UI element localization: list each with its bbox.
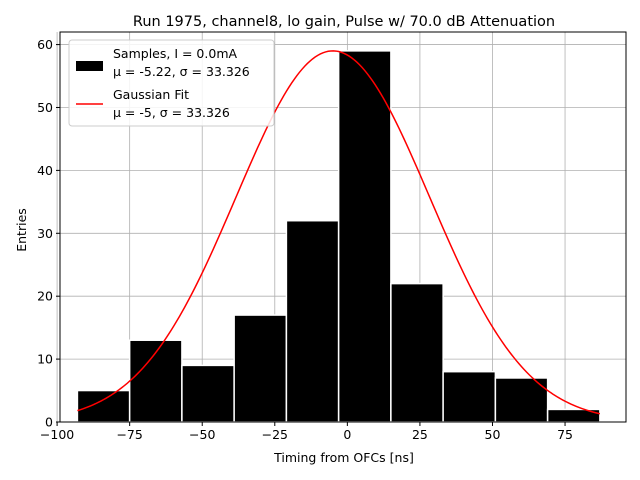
y-tick-label: 40: [37, 163, 53, 178]
legend-box: [68, 39, 275, 127]
histogram-bar: [337, 50, 392, 423]
x-tick-label: 75: [557, 427, 573, 442]
x-axis-label: Timing from OFCs [ns]: [273, 450, 414, 465]
y-tick-label: 30: [37, 226, 53, 241]
histogram-bars: [76, 50, 601, 423]
legend-samples-stats: μ = -5.22, σ = 33.326: [113, 64, 250, 79]
x-tick-label: 25: [412, 427, 428, 442]
x-axis-ticks: −100 −75 −50 −25 0 25 50 75: [40, 422, 573, 442]
axes-frame: [59, 31, 627, 423]
legend: Samples, I = 0.0mA μ = -5.22, σ = 33.326…: [68, 39, 275, 127]
legend-fit-label: Gaussian Fit: [113, 87, 189, 102]
histogram-bar: [442, 370, 497, 423]
y-tick-label: 10: [37, 352, 53, 367]
y-axis-ticks: 0 10 20 30 40 50 60: [37, 37, 60, 430]
y-tick-label: 20: [37, 289, 53, 304]
histogram-bar: [181, 364, 235, 423]
legend-samples-swatch: [76, 61, 103, 71]
histogram-bar: [390, 282, 444, 423]
histogram-bar: [76, 389, 131, 423]
y-tick-label: 50: [37, 100, 53, 115]
histogram-bar: [233, 314, 288, 423]
x-tick-label: −100: [40, 427, 74, 442]
legend-fit-stats: μ = -5, σ = 33.326: [113, 105, 230, 120]
x-tick-label: −75: [116, 427, 142, 442]
x-tick-label: −25: [262, 427, 288, 442]
legend-samples-label: Samples, I = 0.0mA: [113, 46, 237, 61]
histogram-bar: [285, 219, 340, 423]
x-tick-label: 0: [343, 427, 351, 442]
gaussian-fit-curve: [77, 50, 601, 415]
y-tick-label: 0: [45, 415, 53, 430]
x-tick-label: 50: [485, 427, 501, 442]
x-tick-label: −50: [189, 427, 215, 442]
y-axis-label: Entries: [14, 208, 29, 252]
histogram-bar: [494, 377, 549, 423]
chart-title: Run 1975, channel8, lo gain, Pulse w/ 70…: [133, 14, 555, 30]
y-tick-label: 60: [37, 37, 53, 52]
